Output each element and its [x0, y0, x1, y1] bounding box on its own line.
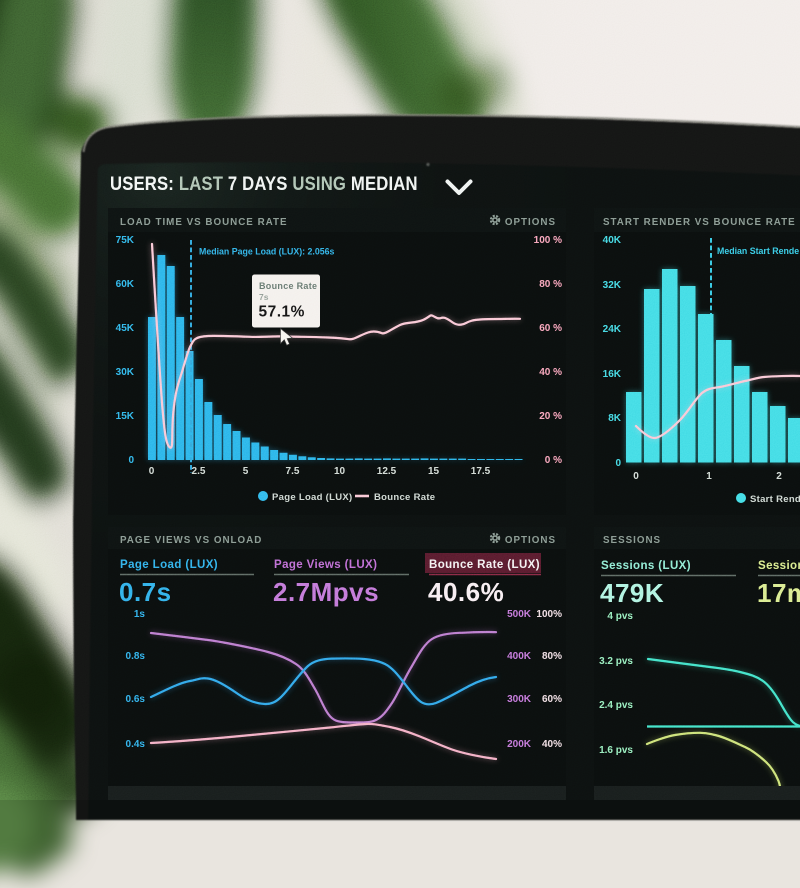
svg-text:24K: 24K	[603, 324, 622, 335]
svg-text:5: 5	[243, 466, 249, 477]
svg-text:80%: 80%	[542, 651, 562, 662]
svg-text:2.4 pvs: 2.4 pvs	[599, 700, 633, 711]
svg-text:479K: 479K	[600, 578, 664, 608]
svg-text:3.2 pvs: 3.2 pvs	[599, 656, 633, 667]
svg-text:OPTIONS: OPTIONS	[505, 535, 556, 546]
svg-text:40 %: 40 %	[539, 367, 562, 378]
svg-text:1.6 pvs: 1.6 pvs	[599, 745, 633, 756]
svg-text:0: 0	[615, 458, 621, 469]
svg-text:400K: 400K	[507, 651, 532, 662]
svg-text:60 %: 60 %	[539, 323, 562, 334]
svg-text:15K: 15K	[116, 411, 135, 422]
svg-text:2.7Mpvs: 2.7Mpvs	[273, 577, 379, 607]
svg-text:0 %: 0 %	[545, 455, 562, 466]
svg-text:17.5: 17.5	[471, 466, 491, 477]
svg-text:300K: 300K	[507, 694, 532, 705]
svg-text:Bounce Rate: Bounce Rate	[374, 492, 435, 503]
svg-text:Page Views (LUX): Page Views (LUX)	[274, 559, 377, 571]
svg-text:1: 1	[706, 471, 712, 482]
svg-text:7s: 7s	[259, 292, 269, 302]
svg-text:4 pvs: 4 pvs	[607, 611, 633, 622]
svg-text:OPTIONS: OPTIONS	[505, 217, 556, 228]
svg-text:7.5: 7.5	[286, 466, 300, 477]
svg-text:Bounce Rate: Bounce Rate	[259, 281, 317, 291]
svg-text:100%: 100%	[536, 609, 562, 620]
svg-text:Median Start Rende: Median Start Rende	[717, 246, 799, 256]
svg-text:60K: 60K	[116, 279, 135, 290]
svg-text:17m: 17m	[757, 578, 800, 608]
svg-text:2.5: 2.5	[192, 466, 206, 477]
svg-text:0: 0	[149, 466, 155, 477]
svg-text:PAGE VIEWS VS ONLOAD: PAGE VIEWS VS ONLOAD	[120, 535, 262, 546]
svg-text:0.6s: 0.6s	[126, 694, 146, 705]
svg-text:80 %: 80 %	[539, 279, 562, 290]
svg-text:32K: 32K	[603, 280, 622, 291]
svg-text:Sessions (LUX): Sessions (LUX)	[601, 560, 691, 572]
svg-text:40K: 40K	[603, 235, 622, 246]
svg-text:57.1%: 57.1%	[259, 304, 305, 321]
svg-text:0.4s: 0.4s	[126, 739, 146, 750]
svg-text:Session: Session	[758, 560, 800, 572]
svg-text:0.7s: 0.7s	[119, 577, 172, 607]
svg-text:0: 0	[633, 471, 639, 482]
svg-text:15: 15	[428, 466, 440, 477]
svg-text:30K: 30K	[116, 367, 135, 378]
svg-text:10: 10	[334, 466, 346, 477]
svg-text:45K: 45K	[116, 323, 135, 334]
svg-text:Start Render (L: Start Render (L	[750, 494, 800, 505]
svg-text:0.8s: 0.8s	[126, 651, 146, 662]
svg-text:8K: 8K	[608, 413, 622, 424]
svg-text:2: 2	[776, 471, 782, 482]
svg-text:LOAD TIME VS BOUNCE RATE: LOAD TIME VS BOUNCE RATE	[120, 217, 288, 228]
svg-text:16K: 16K	[603, 369, 622, 380]
svg-text:SESSIONS: SESSIONS	[603, 535, 661, 546]
svg-text:60%: 60%	[542, 694, 562, 705]
svg-text:100 %: 100 %	[534, 235, 562, 246]
svg-text:0: 0	[128, 455, 134, 466]
svg-text:1s: 1s	[134, 609, 146, 620]
svg-text:Page Load (LUX): Page Load (LUX)	[272, 492, 353, 503]
svg-text:500K: 500K	[507, 609, 532, 620]
svg-text:Page Load (LUX): Page Load (LUX)	[120, 559, 218, 571]
svg-text:START RENDER VS BOUNCE RATE: START RENDER VS BOUNCE RATE	[603, 217, 796, 228]
svg-text:200K: 200K	[507, 739, 532, 750]
svg-text:Median Page Load (LUX): 2.056s: Median Page Load (LUX): 2.056s	[199, 247, 335, 257]
svg-text:40.6%: 40.6%	[428, 577, 504, 607]
svg-text:Bounce Rate (LUX): Bounce Rate (LUX)	[429, 559, 540, 571]
svg-text:40%: 40%	[542, 739, 562, 750]
svg-text:75K: 75K	[116, 235, 135, 246]
svg-text:12.5: 12.5	[377, 466, 397, 477]
svg-text:20 %: 20 %	[539, 411, 562, 422]
